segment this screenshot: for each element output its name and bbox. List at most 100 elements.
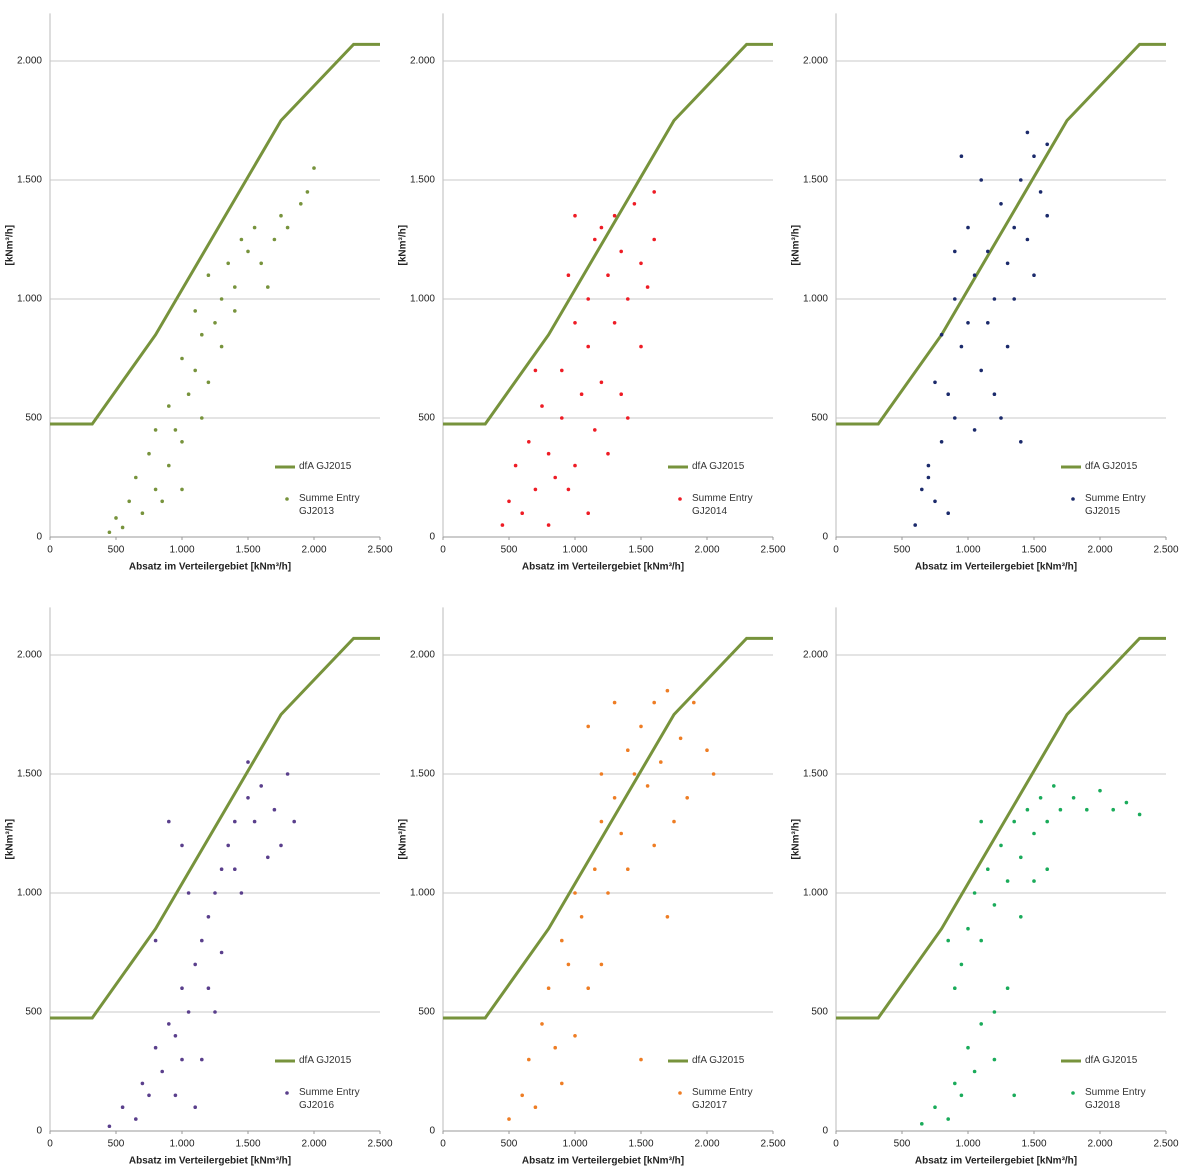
scatter-point	[147, 451, 151, 456]
scatter-point	[507, 1117, 511, 1121]
x-tick-label: 1.500	[235, 545, 260, 556]
scatter-point	[180, 1057, 184, 1062]
x-tick-label: 500	[108, 1139, 125, 1150]
scatter-point	[986, 249, 990, 254]
scatter-point	[546, 523, 551, 527]
scatter-point	[992, 903, 997, 907]
scatter-point	[979, 1022, 983, 1026]
legend-entry: dfA GJ2015	[692, 1055, 745, 1066]
x-tick-label: 1.500	[628, 545, 653, 556]
scatter-point	[999, 843, 1003, 848]
x-tick-label: 2.000	[301, 1139, 326, 1150]
x-tick-label: 2.500	[760, 1139, 785, 1150]
scatter-point	[107, 530, 112, 535]
scatter-point	[619, 831, 623, 836]
scatter-point	[127, 499, 131, 504]
scatter-point	[219, 867, 224, 871]
x-tick-label: 0	[440, 545, 446, 556]
scatter-point	[533, 368, 538, 373]
scatter-point	[992, 1057, 997, 1062]
scatter-point	[639, 261, 643, 266]
scatter-point	[219, 950, 224, 955]
scatter-point	[285, 225, 290, 230]
scatter-point	[1032, 154, 1036, 158]
scatter-point	[239, 237, 244, 242]
scatter-point	[252, 225, 257, 230]
scatter-point	[586, 724, 590, 729]
scatter-point	[645, 285, 650, 289]
scatter-point	[972, 428, 977, 432]
scatter-point	[685, 796, 689, 800]
y-tick-label: 0	[36, 1126, 42, 1137]
x-tick-label: 0	[833, 1139, 839, 1150]
y-tick-label: 1.500	[803, 175, 828, 186]
x-tick-label: 2.000	[301, 545, 326, 556]
scatter-point	[619, 392, 623, 397]
scatter-point	[573, 1034, 577, 1038]
scatter-point	[1005, 261, 1010, 266]
scatter-point	[180, 440, 184, 444]
scatter-point	[566, 273, 571, 278]
scatter-point	[1019, 440, 1023, 444]
x-tick-label: 2.500	[1153, 1139, 1178, 1150]
y-tick-label: 1.500	[410, 175, 435, 186]
scatter-point	[560, 416, 564, 420]
scatter-point	[972, 891, 977, 895]
x-tick-label: 2.000	[1087, 545, 1112, 556]
scatter-point	[167, 1022, 171, 1026]
x-tick-label: 500	[894, 1139, 911, 1150]
y-tick-label: 1.000	[17, 294, 42, 305]
legend-entry: Summe Entry GJ2016	[299, 1087, 360, 1111]
scatter-point	[272, 237, 277, 242]
legend-label: dfA GJ2015	[692, 461, 745, 472]
threshold-line	[50, 42, 380, 426]
scatter-point	[1032, 879, 1036, 883]
scatter-point	[1045, 867, 1049, 871]
legend-label: dfA GJ2015	[299, 461, 352, 472]
scatter-point	[186, 891, 191, 895]
x-tick-label: 1.000	[955, 545, 980, 556]
scatter-point	[259, 784, 264, 788]
scatter-point	[213, 321, 217, 325]
scatter-point	[200, 1057, 204, 1062]
scatter-point	[1012, 297, 1016, 301]
scatter-point	[626, 748, 630, 752]
scatter-point	[160, 1069, 164, 1074]
scatter-point	[134, 475, 138, 480]
legend-marker	[1071, 497, 1075, 501]
scatter-point	[959, 344, 964, 349]
scatter-point	[200, 332, 204, 337]
y-tick-label: 2.000	[410, 650, 435, 661]
y-tick-label: 1.000	[803, 888, 828, 899]
scatter-point	[999, 202, 1003, 206]
scatter-point	[540, 1022, 544, 1026]
scatter-point	[972, 1069, 977, 1074]
scatter-point	[193, 1105, 197, 1109]
y-tick-label: 0	[429, 1126, 435, 1137]
threshold-line	[443, 42, 773, 426]
scatter-point	[946, 392, 950, 397]
y-tick-label: 0	[822, 532, 828, 543]
y-axis-title: [kNm³/h]	[791, 819, 802, 860]
scatter-point	[920, 1122, 924, 1126]
y-tick-label: 2.000	[17, 650, 42, 661]
scatter-point	[573, 321, 577, 325]
scatter-point	[586, 986, 590, 990]
scatter-point	[553, 475, 557, 480]
scatter-point	[959, 1093, 964, 1098]
y-axis-title: [kNm³/h]	[398, 225, 409, 266]
scatter-point	[953, 416, 957, 420]
scatter-point	[966, 225, 970, 230]
scatter-point	[573, 213, 577, 218]
scatter-point	[1012, 225, 1016, 230]
scatter-point	[579, 392, 584, 397]
scatter-panel: 0 500 1.000 1.500 2.000 0 500 1.000 1.500 2.000 2.…	[398, 13, 786, 573]
scatter-point	[586, 344, 590, 349]
legend-entry: dfA GJ2015	[299, 461, 352, 472]
legend-label: dfA GJ2015	[692, 1055, 745, 1066]
scatter-point	[226, 261, 230, 266]
y-tick-label: 1.000	[803, 294, 828, 305]
scatter-point	[134, 1117, 138, 1121]
scatter-point	[180, 487, 184, 492]
scatter-point	[1032, 273, 1036, 278]
